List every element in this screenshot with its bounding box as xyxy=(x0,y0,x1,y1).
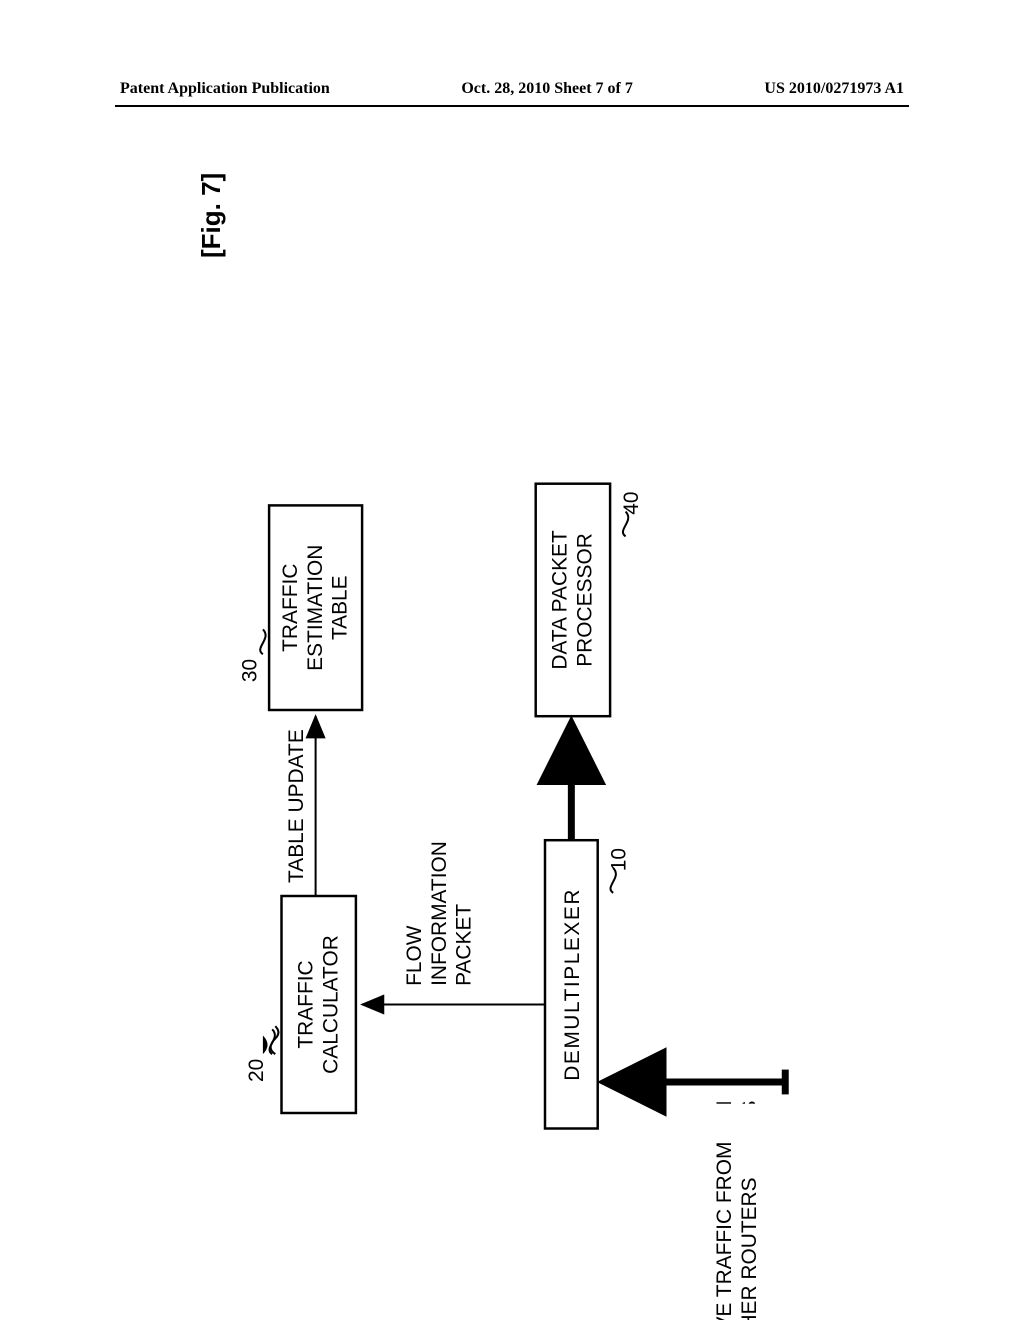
lg-ref-20: 20 xyxy=(245,1059,268,1082)
lg-calc-l2: CALCULATOR xyxy=(319,935,342,1074)
lg-recv-l2b: OTHER ROUTERS xyxy=(738,1177,761,1320)
lg-label-table-update: TABLE UPDATE xyxy=(285,729,308,883)
lg-est-l2: ESTIMATION xyxy=(304,545,327,671)
lg-demux-text: DEMULTIPLEXER xyxy=(561,888,584,1081)
lg-ref-10: 10 xyxy=(608,848,631,871)
lg-label-flow-l2: INFORMATION xyxy=(428,841,451,986)
lg-calc-l1: TRAFFIC xyxy=(295,960,318,1048)
lg-dpp-l2: PROCESSOR xyxy=(574,533,597,667)
svg-fig-label-final: [Fig. 7] xyxy=(196,173,226,258)
lg-recv-l1b: RECEIVE TRAFFIC FROM xyxy=(713,1142,736,1320)
lg-est-l1: TRAFFIC xyxy=(279,564,302,652)
lg-est-l3: TABLE xyxy=(329,575,352,640)
lg-dpp-l1: DATA PACKET xyxy=(549,530,572,670)
lg-ref-30: 30 xyxy=(239,659,262,682)
lg-label-flow-l3: PACKET xyxy=(453,904,476,986)
lg-label-flow-l1: FLOW xyxy=(403,925,426,986)
diagram-svg: [Fig. 7] TRAFFIC ESTIMATION TABLE 30 TRA… xyxy=(0,0,1024,1320)
lg-ref-40: 40 xyxy=(620,491,643,514)
